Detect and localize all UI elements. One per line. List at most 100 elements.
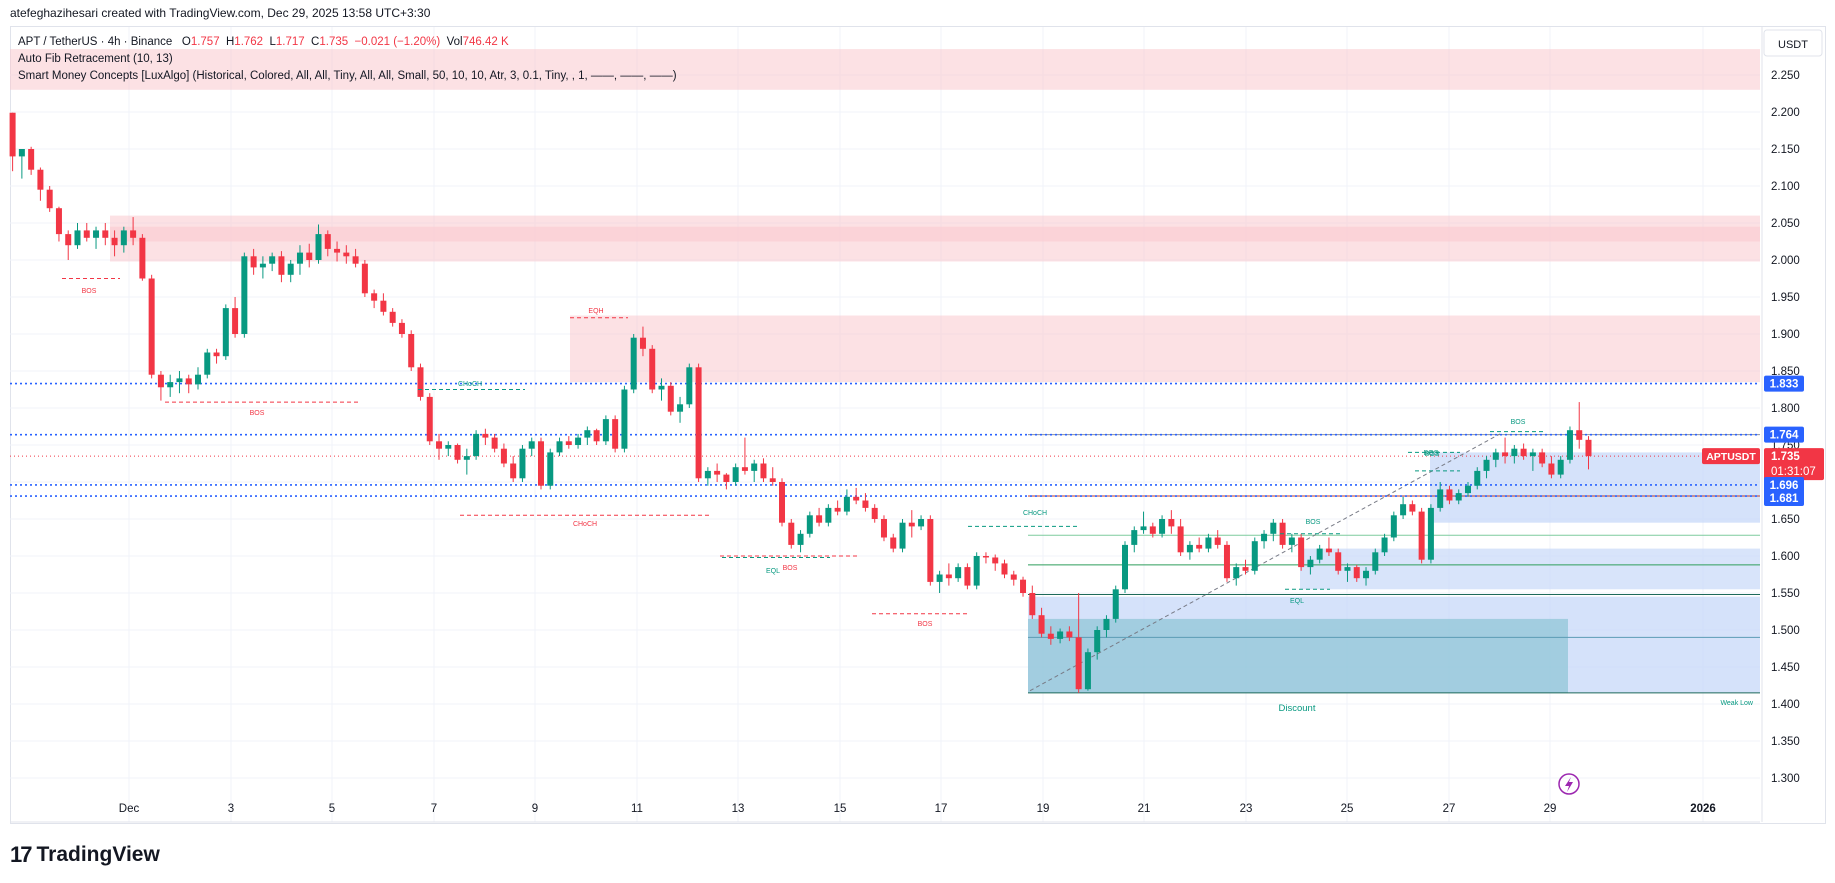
candle-body[interactable] — [899, 522, 906, 549]
candle-body[interactable] — [454, 445, 461, 460]
candle-body[interactable] — [945, 574, 952, 579]
candle-body[interactable] — [602, 419, 609, 442]
candle-body[interactable] — [1288, 537, 1295, 545]
candle-body[interactable] — [1381, 537, 1388, 553]
candle-body[interactable] — [436, 441, 443, 449]
candle-body[interactable] — [593, 430, 600, 442]
candle-body[interactable] — [686, 367, 693, 405]
candle-body[interactable] — [677, 404, 684, 412]
candle-body[interactable] — [1400, 504, 1407, 516]
candle-body[interactable] — [1307, 559, 1314, 568]
candle-body[interactable] — [296, 252, 303, 264]
candle-body[interactable] — [65, 234, 72, 246]
candle-body[interactable] — [343, 252, 350, 257]
candle-body[interactable] — [1566, 430, 1573, 460]
candle-body[interactable] — [1020, 579, 1027, 593]
candle-body[interactable] — [1094, 630, 1101, 653]
candle-body[interactable] — [1270, 522, 1277, 534]
candle-body[interactable] — [445, 445, 452, 449]
candle-body[interactable] — [1047, 633, 1054, 639]
candle-body[interactable] — [1335, 552, 1342, 571]
candle-body[interactable] — [788, 522, 795, 545]
candle-body[interactable] — [732, 467, 739, 482]
candle-body[interactable] — [1418, 511, 1425, 560]
candle-body[interactable] — [565, 441, 572, 445]
candle-body[interactable] — [278, 256, 285, 275]
candle-body[interactable] — [1066, 631, 1073, 638]
candle-body[interactable] — [102, 230, 109, 238]
candle-body[interactable] — [111, 237, 118, 246]
candle-body[interactable] — [482, 433, 489, 438]
candle-body[interactable] — [630, 337, 637, 390]
candle-body[interactable] — [890, 537, 897, 549]
candle-body[interactable] — [1001, 563, 1008, 575]
candle-body[interactable] — [510, 463, 517, 479]
candle-body[interactable] — [992, 557, 999, 564]
candle-body[interactable] — [463, 456, 470, 460]
candle-body[interactable] — [1177, 526, 1184, 553]
candle-body[interactable] — [204, 352, 211, 375]
candle-body[interactable] — [259, 263, 266, 268]
candle-body[interactable] — [389, 311, 396, 323]
candle-body[interactable] — [426, 396, 433, 442]
candle-body[interactable] — [1344, 567, 1351, 571]
candle-body[interactable] — [1474, 470, 1481, 486]
candle-body[interactable] — [37, 169, 44, 190]
candle-body[interactable] — [1233, 567, 1240, 579]
candle-body[interactable] — [83, 230, 90, 238]
candle-body[interactable] — [936, 574, 943, 582]
candle-body[interactable] — [241, 256, 248, 334]
candle-body[interactable] — [18, 149, 25, 157]
candle-body[interactable] — [825, 507, 832, 523]
candle-body[interactable] — [130, 230, 137, 238]
symbol-label[interactable]: APT / TetherUS · 4h · Binance — [18, 36, 173, 48]
candle-body[interactable] — [1409, 504, 1416, 512]
candle-body[interactable] — [695, 367, 702, 479]
candle-body[interactable] — [176, 378, 183, 383]
candle-body[interactable] — [250, 256, 257, 268]
candle-body[interactable] — [315, 234, 322, 260]
candle-body[interactable] — [769, 478, 776, 482]
candle-body[interactable] — [1103, 618, 1110, 630]
candle-body[interactable] — [1168, 519, 1175, 527]
candle-body[interactable] — [491, 437, 498, 449]
candle-body[interactable] — [1084, 652, 1091, 690]
candle-body[interactable] — [1464, 485, 1471, 494]
candle-body[interactable] — [473, 433, 480, 457]
candle-body[interactable] — [1520, 448, 1527, 457]
candle-body[interactable] — [1316, 548, 1323, 560]
candle-body[interactable] — [306, 252, 313, 260]
price-tag-1833[interactable] — [1764, 375, 1804, 392]
candle-body[interactable] — [139, 237, 146, 279]
candle-body[interactable] — [148, 278, 155, 375]
candle-body[interactable] — [93, 230, 100, 238]
candle-body[interactable] — [361, 263, 368, 294]
candle-body[interactable] — [1186, 544, 1193, 553]
candle-body[interactable] — [1455, 493, 1462, 501]
candle-body[interactable] — [1010, 574, 1017, 580]
candle-body[interactable] — [1298, 537, 1305, 568]
candle-body[interactable] — [519, 448, 526, 479]
candle-body[interactable] — [1214, 537, 1221, 545]
candle-body[interactable] — [834, 507, 841, 512]
candle-body[interactable] — [1325, 548, 1332, 553]
currency-box[interactable] — [1763, 29, 1823, 57]
candle-body[interactable] — [880, 519, 887, 538]
candle-body[interactable] — [1196, 544, 1203, 549]
price-tag-1696[interactable] — [1764, 476, 1804, 493]
candle-body[interactable] — [1029, 593, 1036, 616]
candle-body[interactable] — [1057, 631, 1064, 639]
candle-body[interactable] — [843, 496, 850, 512]
candle-body[interactable] — [1038, 615, 1045, 634]
candle-body[interactable] — [853, 496, 860, 501]
candle-body[interactable] — [973, 556, 980, 586]
candle-body[interactable] — [1242, 567, 1249, 571]
candle-body[interactable] — [1483, 459, 1490, 471]
candle-body[interactable] — [1261, 533, 1268, 542]
candle-body[interactable] — [324, 234, 331, 249]
candle-body[interactable] — [1372, 552, 1379, 571]
candle-body[interactable] — [982, 556, 989, 558]
candle-body[interactable] — [9, 112, 16, 157]
candle-body[interactable] — [213, 352, 220, 357]
candle-body[interactable] — [1112, 589, 1119, 619]
